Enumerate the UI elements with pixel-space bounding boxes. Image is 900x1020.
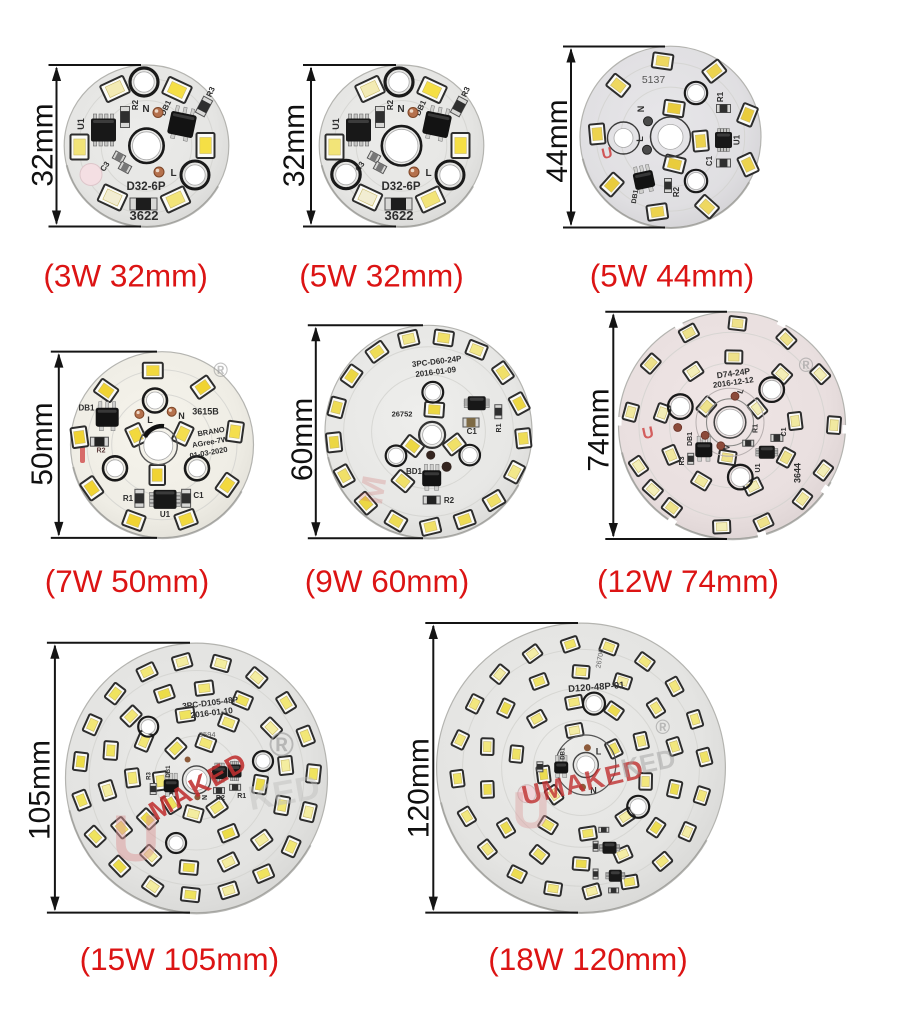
svg-text:3615B: 3615B [192,407,219,417]
svg-text:U: U [112,801,160,875]
svg-text:D32-6P: D32-6P [127,181,166,193]
svg-text:D74-24P: D74-24P [716,366,751,381]
svg-text:L: L [170,168,176,179]
svg-text:DB1: DB1 [166,765,172,778]
svg-text:®: ® [213,360,228,382]
svg-text:R2: R2 [444,496,455,505]
svg-text:DB1: DB1 [687,432,694,446]
svg-text:®: ® [799,355,814,377]
svg-text:(12W 74mm): (12W 74mm) [597,563,779,599]
svg-text:26700: 26700 [595,648,605,668]
svg-text:U: U [600,144,614,163]
svg-text:(5W 32mm): (5W 32mm) [299,258,464,294]
svg-text:3594: 3594 [199,730,216,739]
svg-text:R1: R1 [716,91,725,102]
svg-text:105mm: 105mm [23,740,56,840]
svg-text:DB1: DB1 [631,189,640,204]
svg-text:32mm: 32mm [26,103,59,186]
svg-text:50mm: 50mm [26,402,59,485]
svg-text:R2: R2 [216,795,225,802]
svg-text:DB1: DB1 [561,747,567,760]
svg-text:R3: R3 [679,456,686,465]
svg-text:74mm: 74mm [582,388,615,471]
svg-text:26752: 26752 [392,410,413,419]
svg-text:R1: R1 [752,424,759,433]
svg-text:5137: 5137 [642,74,666,86]
svg-text:(18W 120mm): (18W 120mm) [488,941,688,977]
svg-text:D32-6P: D32-6P [382,181,421,193]
svg-text:(5W 44mm): (5W 44mm) [590,258,755,294]
svg-text:N: N [721,444,732,453]
svg-text:R1: R1 [496,423,503,432]
svg-text:R2: R2 [97,448,106,455]
svg-text:(3W 32mm): (3W 32mm) [43,258,208,294]
svg-text:32mm: 32mm [278,104,311,187]
svg-text:U: U [641,424,656,443]
svg-text:N: N [590,786,597,796]
svg-text:D120-48P-01: D120-48P-01 [568,680,626,695]
svg-text:®: ® [269,726,294,764]
svg-text:DB1: DB1 [78,404,95,413]
svg-text:N: N [397,104,404,115]
svg-text:R3: R3 [459,85,472,99]
svg-text:3622: 3622 [385,208,414,223]
svg-text:R1: R1 [237,793,246,800]
svg-text:L: L [425,168,431,179]
svg-text:BD1: BD1 [406,467,423,476]
svg-text:(7W 50mm): (7W 50mm) [45,563,210,599]
svg-text:C1: C1 [193,491,204,500]
svg-text:3622: 3622 [130,208,159,223]
svg-text:R3: R3 [204,85,217,99]
svg-text:L: L [635,136,645,142]
svg-text:R2: R2 [672,186,681,197]
svg-text:M: M [352,473,394,507]
svg-text:L: L [147,415,153,425]
svg-text:N: N [178,411,185,421]
svg-text:C1: C1 [781,427,788,436]
svg-text:120mm: 120mm [403,738,436,838]
svg-text:R2: R2 [386,99,395,110]
svg-text:U: U [512,782,550,840]
svg-text:N: N [636,106,646,113]
svg-text:N: N [142,104,149,115]
svg-text:(9W 60mm): (9W 60mm) [305,563,470,599]
svg-text:44mm: 44mm [541,99,574,182]
svg-text:C1: C1 [467,427,478,436]
svg-text:60mm: 60mm [286,398,319,481]
svg-text:U1: U1 [76,118,86,130]
svg-text:L: L [736,387,746,395]
svg-text:3644: 3644 [793,463,803,483]
svg-text:U1: U1 [160,510,171,519]
svg-text:N: N [202,795,209,800]
svg-text:U1: U1 [331,118,341,130]
svg-text:R3: R3 [147,772,153,780]
svg-text:U1: U1 [733,134,742,145]
svg-text:U1: U1 [755,463,762,472]
svg-text:R2: R2 [131,99,140,110]
svg-text:C1: C1 [705,155,714,166]
svg-text:R1: R1 [123,494,134,503]
svg-text:L: L [596,747,602,757]
svg-text:®: ® [655,717,670,739]
svg-text:(15W 105mm): (15W 105mm) [80,941,280,977]
